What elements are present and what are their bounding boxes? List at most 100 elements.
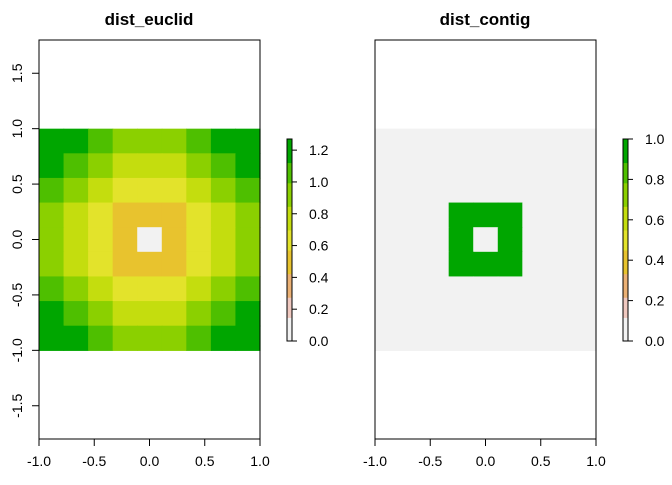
raster-cell: [571, 153, 597, 179]
raster-cell: [546, 177, 573, 204]
raster-cell: [39, 128, 65, 154]
legend-color-segment: [287, 263, 292, 268]
raster-cell: [161, 325, 187, 351]
legend-tick-label: 1.0: [645, 131, 665, 147]
legend-color-segment: [623, 202, 628, 207]
raster-cell: [186, 251, 212, 278]
raster-cell: [424, 301, 450, 327]
raster-cell: [399, 325, 425, 351]
legend-color-segment: [287, 206, 292, 211]
x-tick-label: -0.5: [82, 453, 106, 469]
legend-tick-label: 0.0: [309, 333, 329, 349]
legend-color-segment: [623, 330, 628, 335]
raster-cell: [112, 177, 138, 204]
raster-cell: [88, 301, 114, 327]
raster-cell: [186, 202, 212, 228]
y-tick-label: -1.0: [9, 338, 25, 362]
raster-cell: [186, 276, 212, 302]
raster-cell: [448, 251, 474, 278]
legend-color-segment: [623, 179, 628, 184]
raster-cell: [571, 177, 597, 204]
legend-color-segment: [287, 273, 292, 278]
raster-cell: [112, 202, 138, 228]
chart-title-dist-euclid: dist_euclid: [105, 10, 194, 29]
raster-cell: [39, 202, 65, 228]
raster-cell: [497, 227, 523, 253]
legend-color-segment: [623, 216, 628, 221]
legend-color-segment: [287, 216, 292, 221]
raster-cell: [522, 251, 548, 278]
raster-cell: [112, 128, 138, 154]
legend-color-segment: [623, 199, 628, 204]
raster-cell: [210, 202, 237, 228]
x-tick-label: -1.0: [27, 453, 51, 469]
legend-tick-label: 0.4: [309, 269, 329, 285]
raster-cell: [546, 301, 573, 327]
raster-cell: [112, 251, 138, 278]
raster-cell: [424, 227, 450, 253]
raster-cell: [39, 301, 65, 327]
raster-cell: [161, 276, 187, 302]
legend-tick-label: 0.2: [645, 293, 665, 309]
raster-cell: [497, 251, 523, 278]
raster-cell: [375, 325, 401, 351]
legend-color-segment: [623, 297, 628, 302]
raster-cell: [399, 301, 425, 327]
raster-cell: [88, 276, 114, 302]
legend-color-segment: [287, 182, 292, 187]
raster-cell: [63, 251, 89, 278]
raster-cell: [39, 276, 65, 302]
x-tick-label: -0.5: [418, 453, 442, 469]
raster-cell: [522, 202, 548, 228]
raster-cell: [571, 202, 597, 228]
raster-cell: [497, 301, 523, 327]
raster-cell: [137, 227, 163, 253]
x-tick-label: 0.0: [140, 453, 160, 469]
legend-color-segment: [623, 314, 628, 318]
raster-cell: [39, 177, 65, 204]
raster-cell: [63, 202, 89, 228]
legend-color-segment: [287, 142, 292, 147]
raster-cell: [63, 227, 89, 253]
legend-color-segment: [287, 192, 292, 197]
legend-color-segment: [623, 253, 628, 258]
raster-cell: [571, 301, 597, 327]
raster-cell: [399, 227, 425, 253]
raster-cell: [424, 251, 450, 278]
raster-cell: [546, 276, 573, 302]
y-tick-label: 0.0: [9, 230, 25, 250]
raster-cell: [399, 202, 425, 228]
legend-color-segment: [287, 324, 292, 329]
raster-cell: [112, 276, 138, 302]
legend-color-segment: [623, 236, 628, 241]
legend-color-segment: [287, 189, 292, 194]
legend-color-segment: [623, 310, 628, 315]
legend-color-segment: [623, 176, 628, 180]
legend-color-segment: [287, 287, 292, 291]
raster-cell: [375, 202, 401, 228]
legend-color-segment: [623, 327, 628, 332]
raster-cell: [522, 276, 548, 302]
legend-color-segment: [287, 246, 292, 251]
raster-cell: [137, 251, 163, 278]
raster-cell: [210, 251, 237, 278]
legend-color-segment: [287, 179, 292, 184]
legend-color-segment: [623, 155, 628, 160]
legend-color-segment: [623, 172, 628, 177]
panel-dist-euclid: dist_euclid -1.0 -0.5 0.0 0.5 1.0 -1.5 -1.0 -0.…: [9, 10, 329, 469]
raster-cell: [112, 325, 138, 351]
legend-color-segment: [623, 320, 628, 325]
legend-colorbar-frame: [286, 138, 293, 342]
raster-cell: [448, 177, 474, 204]
legend-color-segment: [623, 260, 628, 265]
y-tick-label: 1.5: [9, 63, 25, 83]
raster-cell: [137, 301, 163, 327]
raster-cell: [571, 128, 597, 154]
raster-cell: [546, 202, 573, 228]
raster-cell: [399, 251, 425, 278]
legend-color-segment: [623, 226, 628, 231]
raster-cell: [473, 276, 499, 302]
legend-color-segment: [623, 169, 628, 174]
raster-cell: [39, 251, 65, 278]
